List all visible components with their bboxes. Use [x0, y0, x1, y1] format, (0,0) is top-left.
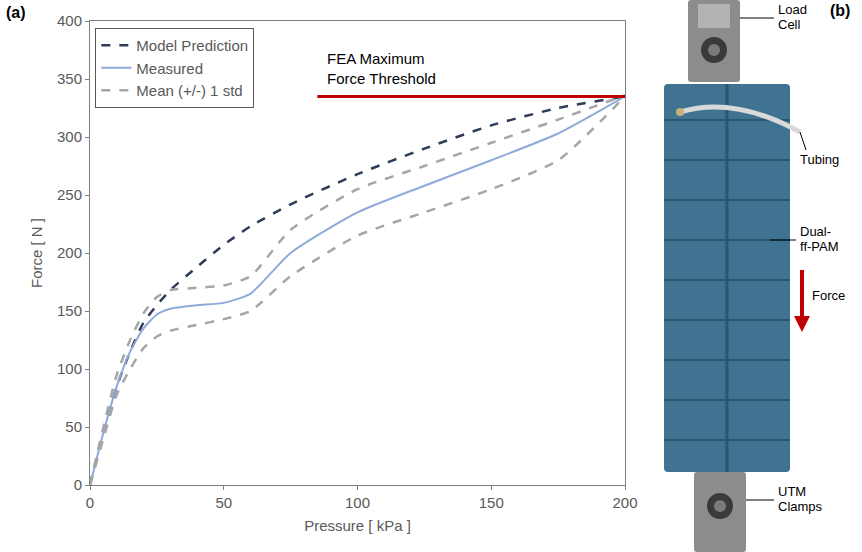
- svg-text:(b): (b): [830, 2, 850, 19]
- svg-text:FEA MaximumForce Threshold: FEA MaximumForce Threshold: [327, 50, 436, 87]
- svg-text:Tubing: Tubing: [800, 152, 839, 167]
- svg-text:100: 100: [57, 360, 82, 377]
- svg-text:(a): (a): [6, 4, 26, 21]
- svg-text:400: 400: [57, 12, 82, 29]
- svg-text:300: 300: [57, 128, 82, 145]
- svg-text:Force [ N ]: Force [ N ]: [28, 218, 45, 288]
- svg-text:200: 200: [57, 244, 82, 261]
- svg-text:50: 50: [215, 494, 232, 511]
- svg-text:Force: Force: [812, 288, 845, 303]
- svg-text:Dual-ff-PAM: Dual-ff-PAM: [800, 224, 839, 254]
- svg-text:100: 100: [345, 494, 370, 511]
- svg-text:50: 50: [65, 418, 82, 435]
- svg-text:Model Prediction: Model Prediction: [136, 37, 248, 54]
- svg-text:150: 150: [57, 302, 82, 319]
- svg-text:LoadCell: LoadCell: [778, 2, 807, 32]
- svg-text:0: 0: [74, 476, 82, 493]
- svg-text:150: 150: [479, 494, 504, 511]
- svg-text:0: 0: [86, 494, 94, 511]
- svg-text:UTMClamps: UTMClamps: [778, 484, 823, 514]
- svg-text:Pressure [ kPa ]: Pressure [ kPa ]: [304, 517, 411, 534]
- svg-text:Measured: Measured: [136, 60, 203, 77]
- svg-text:Mean (+/-) 1 std: Mean (+/-) 1 std: [136, 82, 242, 99]
- svg-text:350: 350: [57, 70, 82, 87]
- svg-text:250: 250: [57, 186, 82, 203]
- svg-text:200: 200: [612, 494, 637, 511]
